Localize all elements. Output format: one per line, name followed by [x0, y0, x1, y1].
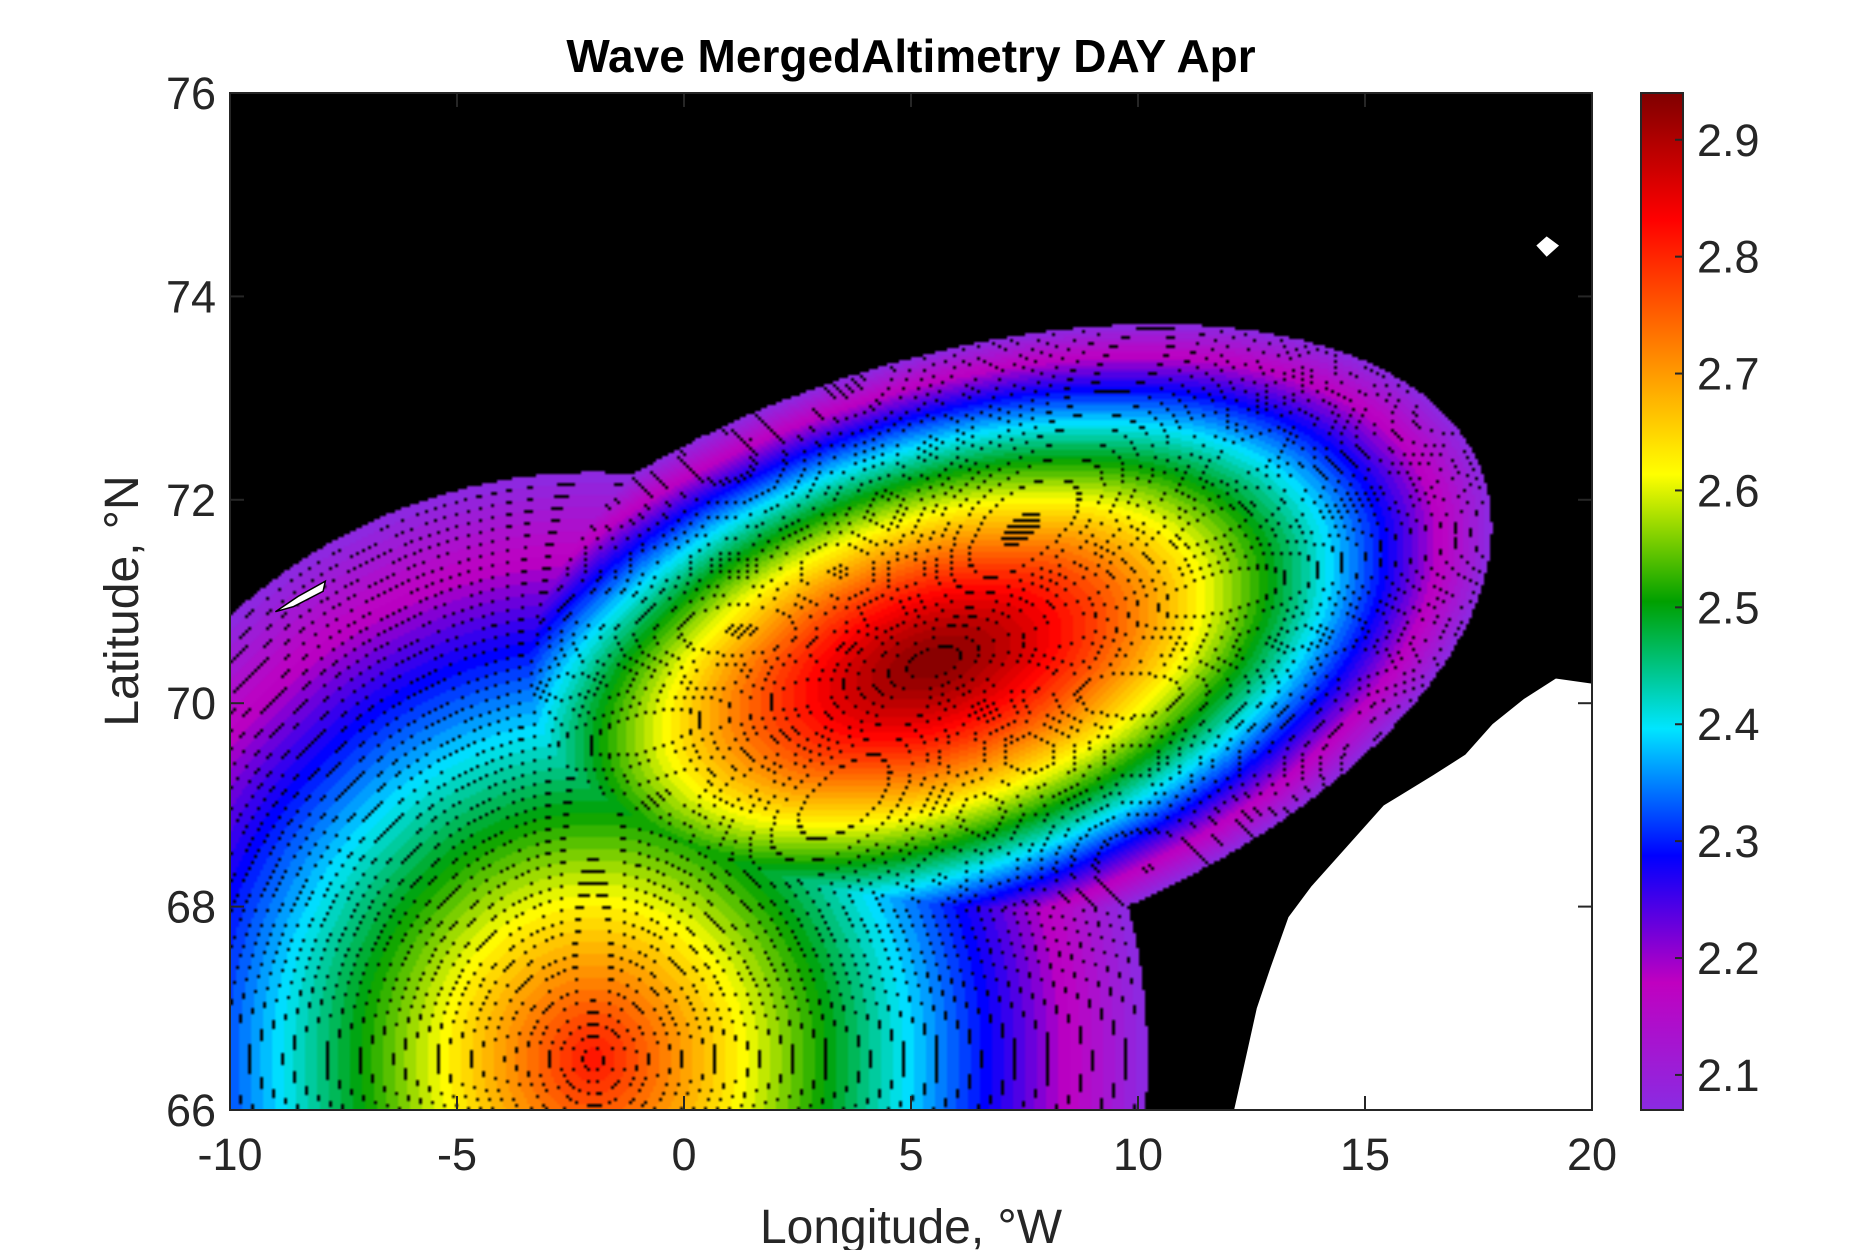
x-tick-label: -5	[437, 1129, 477, 1180]
x-axis-label: Longitude, °W	[760, 1201, 1063, 1250]
x-tick-label: -10	[197, 1129, 262, 1180]
x-tick-label: 15	[1340, 1129, 1390, 1180]
colorbar-tick-label: 2.2	[1697, 933, 1760, 984]
y-tick-label: 68	[166, 882, 216, 933]
y-axis-label: Latitude, °N	[96, 475, 149, 726]
x-tick-label: 5	[898, 1129, 923, 1180]
y-tick-label: 74	[166, 271, 216, 322]
norway-coastline	[1232, 677, 1592, 1110]
jan-mayen-island	[274, 579, 327, 613]
x-tick-label: 0	[671, 1129, 696, 1180]
y-tick-label: 70	[166, 678, 216, 729]
colorbar-tick-label: 2.9	[1697, 115, 1760, 166]
colorbar-ticks: 2.1 2.2 2.3 2.4 2.5 2.6 2.7 2.8 2.9	[1675, 115, 1760, 1101]
land-mask	[274, 234, 1592, 1110]
y-tick-label: 72	[166, 475, 216, 526]
x-axis: -10 -5 0 5 10 15 20	[197, 93, 1617, 1180]
colorbar	[1640, 92, 1684, 1111]
y-tick-label: 76	[166, 68, 216, 119]
x-tick-label: 20	[1567, 1129, 1617, 1180]
colorbar-tick-label: 2.7	[1697, 349, 1760, 400]
colorbar-tick-label: 2.8	[1697, 232, 1760, 283]
y-axis: 66 68 70 72 74 76	[166, 68, 1592, 1136]
x-tick-label: 10	[1113, 1129, 1163, 1180]
bear-island	[1534, 234, 1562, 259]
colorbar-tick-label: 2.6	[1697, 465, 1760, 516]
colorbar-tick-label: 2.1	[1697, 1050, 1760, 1101]
chart-title: Wave MergedAltimetry DAY Apr	[566, 30, 1255, 82]
colorbar-tick-label: 2.3	[1697, 816, 1760, 867]
colorbar-tick-label: 2.4	[1697, 699, 1760, 750]
y-tick-label: 66	[166, 1085, 216, 1136]
plot-area	[230, 93, 1592, 1110]
colorbar-tick-label: 2.5	[1697, 582, 1760, 633]
